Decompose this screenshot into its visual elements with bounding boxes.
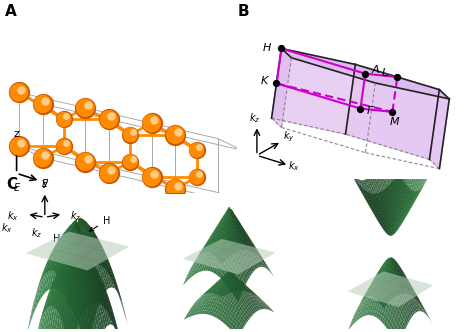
Point bbox=[60, 144, 68, 149]
Point bbox=[150, 118, 158, 123]
Point bbox=[39, 155, 46, 161]
Point bbox=[108, 114, 115, 119]
Point bbox=[172, 186, 179, 191]
Point bbox=[195, 145, 203, 150]
Text: $E$: $E$ bbox=[13, 181, 21, 193]
Point bbox=[127, 132, 134, 137]
Text: $k_x$: $k_x$ bbox=[7, 209, 18, 222]
Point bbox=[148, 175, 155, 180]
Text: $k_z$: $k_z$ bbox=[249, 112, 260, 125]
Text: $k_x$: $k_x$ bbox=[288, 159, 300, 173]
Point bbox=[148, 121, 155, 126]
Point bbox=[60, 117, 68, 122]
Point bbox=[39, 101, 46, 107]
Text: $k_y$: $k_y$ bbox=[283, 130, 295, 144]
Point bbox=[362, 71, 369, 76]
Text: $k_z$: $k_z$ bbox=[31, 226, 42, 240]
Point bbox=[15, 90, 23, 95]
Point bbox=[82, 159, 89, 164]
Text: z: z bbox=[14, 128, 19, 139]
Point bbox=[174, 129, 182, 134]
Text: H: H bbox=[54, 234, 61, 244]
Point bbox=[60, 144, 68, 149]
Point bbox=[195, 172, 203, 177]
Point bbox=[39, 155, 46, 161]
Text: A: A bbox=[372, 65, 379, 75]
Point bbox=[15, 144, 23, 149]
Point bbox=[278, 46, 285, 51]
Point bbox=[193, 147, 201, 153]
Polygon shape bbox=[346, 64, 439, 159]
Point bbox=[105, 117, 113, 122]
Point bbox=[148, 175, 155, 180]
Point bbox=[172, 132, 179, 137]
Point bbox=[82, 105, 89, 111]
Point bbox=[193, 147, 201, 153]
Polygon shape bbox=[282, 48, 449, 99]
Point bbox=[108, 168, 115, 173]
Point bbox=[129, 129, 137, 134]
Point bbox=[193, 175, 201, 180]
Point bbox=[127, 159, 134, 164]
Point bbox=[389, 109, 396, 115]
Point bbox=[273, 81, 280, 86]
Text: $k_x$: $k_x$ bbox=[1, 221, 13, 235]
Point bbox=[105, 171, 113, 176]
Point bbox=[41, 98, 49, 104]
Text: H: H bbox=[263, 43, 271, 53]
Point bbox=[60, 117, 68, 122]
Polygon shape bbox=[272, 48, 356, 134]
Point bbox=[82, 159, 89, 164]
Point bbox=[105, 117, 113, 122]
Text: Γ: Γ bbox=[367, 106, 374, 116]
Point bbox=[39, 101, 46, 107]
Point bbox=[84, 102, 91, 108]
Point bbox=[129, 156, 137, 161]
Text: B: B bbox=[237, 4, 249, 19]
Polygon shape bbox=[272, 48, 292, 127]
Point bbox=[15, 90, 23, 95]
Point bbox=[84, 156, 91, 161]
Text: M: M bbox=[390, 117, 400, 127]
Point bbox=[393, 74, 401, 80]
Point bbox=[18, 87, 25, 92]
Point bbox=[172, 132, 179, 137]
Point bbox=[148, 121, 155, 126]
Point bbox=[18, 141, 25, 146]
Point bbox=[41, 152, 49, 158]
Point bbox=[127, 132, 134, 137]
Text: C: C bbox=[7, 177, 18, 193]
Point bbox=[193, 175, 201, 180]
Text: $k_z$: $k_z$ bbox=[70, 209, 81, 222]
Point bbox=[82, 105, 89, 111]
Text: y: y bbox=[42, 178, 48, 188]
Text: $E$: $E$ bbox=[41, 177, 49, 189]
Point bbox=[15, 144, 23, 149]
Point bbox=[105, 171, 113, 176]
Point bbox=[356, 106, 364, 111]
Text: L: L bbox=[382, 68, 388, 78]
Point bbox=[150, 172, 158, 177]
Point bbox=[127, 159, 134, 164]
Point bbox=[172, 186, 179, 191]
Polygon shape bbox=[429, 90, 449, 169]
Text: K: K bbox=[261, 76, 268, 86]
Point bbox=[174, 183, 182, 189]
Text: A: A bbox=[5, 4, 17, 19]
Text: H: H bbox=[90, 216, 110, 231]
Point bbox=[63, 114, 70, 119]
Point bbox=[63, 141, 70, 146]
